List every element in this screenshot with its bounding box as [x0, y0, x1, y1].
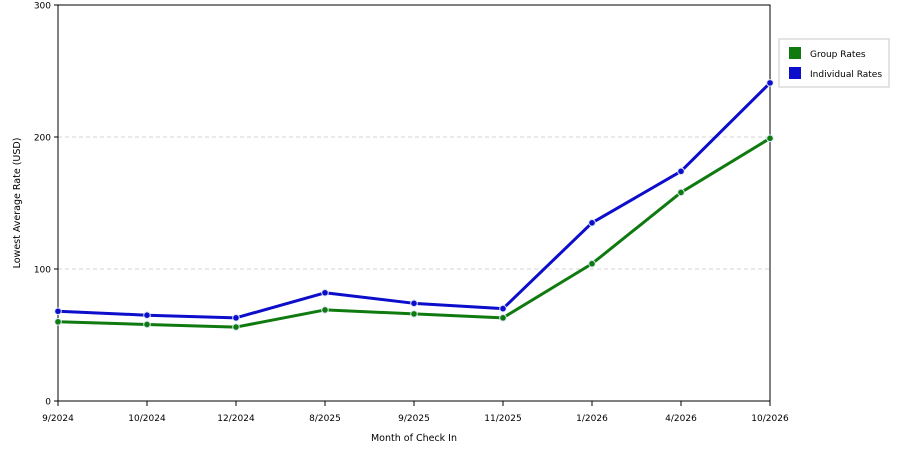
data-point [54, 307, 62, 316]
x-tick-label: 4/2026 [665, 414, 697, 424]
y-axis-title: Lowest Average Rate (USD) [12, 138, 23, 269]
data-point [499, 304, 507, 313]
series-line [56, 81, 772, 320]
data-point [677, 188, 685, 197]
data-point [143, 320, 151, 329]
legend-label: Individual Rates [810, 70, 882, 80]
data-point [143, 311, 151, 320]
y-tick-label: 100 [34, 266, 51, 276]
gridlines [58, 136, 770, 270]
x-tick-label: 11/2025 [484, 414, 521, 424]
y-tick-label: 200 [34, 134, 51, 144]
data-point [54, 318, 62, 326]
data-point [766, 79, 774, 87]
y-tick-label: 300 [34, 2, 51, 12]
data-point [232, 314, 240, 322]
data-point [410, 299, 418, 308]
data-point [232, 323, 240, 331]
x-tick-label: 1/2026 [576, 414, 608, 424]
data-point [766, 134, 774, 143]
legend: Group Rates Individual Rates [778, 38, 890, 88]
x-tick-label: 10/2024 [128, 414, 166, 424]
axes: 0 100 200 300 9/2024 10/2024 12/2024 8/2025 9/20… [34, 2, 789, 425]
data-point [321, 306, 329, 314]
x-tick-label: 9/2025 [398, 414, 430, 424]
x-axis-title: Month of Check In [371, 433, 457, 444]
x-tick-label: 8/2025 [309, 414, 341, 424]
data-point [588, 219, 596, 227]
data-point [410, 310, 418, 318]
series-line [56, 136, 772, 329]
legend-swatch [789, 67, 801, 79]
y-tick-label: 0 [45, 398, 51, 408]
data-point [499, 314, 507, 322]
legend-swatch [789, 47, 801, 59]
x-tick-label: 10/2026 [751, 414, 789, 424]
x-tick-label: 12/2024 [217, 414, 255, 424]
data-point [588, 259, 596, 268]
series-group [54, 79, 774, 331]
data-point [321, 288, 329, 297]
legend-label: Group Rates [810, 50, 866, 60]
x-tick-label: 9/2024 [42, 414, 74, 424]
plot-frame [57, 4, 771, 402]
data-point [677, 167, 685, 176]
